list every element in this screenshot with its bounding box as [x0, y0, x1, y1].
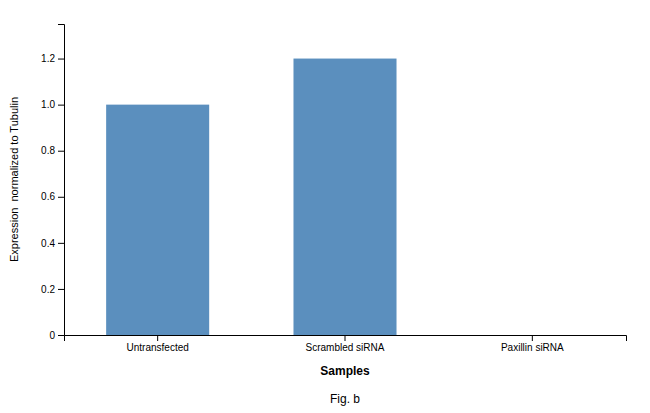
x-axis-line	[65, 336, 627, 342]
y-tick: 0.2	[41, 284, 64, 295]
y-tick: 0	[49, 330, 64, 341]
bar	[481, 335, 584, 336]
bar	[106, 105, 209, 335]
y-axis-line	[58, 25, 65, 336]
x-tick: Untransfected	[127, 335, 189, 353]
y-tick-mark	[58, 289, 64, 290]
y-tick-mark	[58, 243, 64, 244]
y-tick: 0.8	[41, 145, 64, 156]
y-tick-mark	[58, 197, 64, 198]
x-tick: Scrambled siRNA	[306, 335, 385, 353]
x-tick-label: Untransfected	[127, 342, 189, 353]
title: Fig. b	[330, 392, 360, 406]
y-tick-mark	[58, 59, 64, 60]
y-tick-mark	[58, 335, 64, 336]
y-axis-title: Expression normalized to Tubulin	[8, 97, 20, 262]
y-tick: 0.6	[41, 191, 64, 202]
x-tick: Paxillin siRNA	[501, 335, 564, 353]
bars	[106, 59, 396, 335]
y-tick-label: 0	[49, 330, 55, 341]
y-tick-label: 0.6	[41, 191, 55, 202]
y-tick-label: 1.0	[41, 99, 55, 110]
y-axis: 0 0.2 0.4 0.6 0.8 1.0 1.2	[41, 25, 64, 341]
x-tick-label: Paxillin siRNA	[501, 342, 564, 353]
y-tick: 1.2	[41, 53, 64, 64]
x-axis-title: Samples	[320, 364, 370, 378]
y-tick-label: 0.2	[41, 284, 55, 295]
x-tick-mark	[345, 335, 346, 341]
x-tick-label: Scrambled siRNA	[306, 342, 385, 353]
y-tick: 0.4	[41, 238, 64, 249]
x-tick-mark	[157, 335, 158, 341]
y-tick-label: 0.8	[41, 145, 55, 156]
x-axis: Untransfected Scrambled siRNA Paxillin siR…	[65, 335, 627, 353]
y-tick: 1.0	[41, 99, 64, 110]
bar	[293, 59, 396, 335]
x-tick-mark	[532, 335, 533, 341]
y-tick-mark	[58, 151, 64, 152]
chart: 0 0.2 0.4 0.6 0.8 1.0 1.2 Untransfected Scramble…	[0, 0, 650, 413]
y-tick-label: 1.2	[41, 53, 55, 64]
plot: 0 0.2 0.4 0.6 0.8 1.0 1.2 Untransfected Scramble…	[41, 25, 626, 354]
y-tick-mark	[58, 105, 64, 106]
y-tick-label: 0.4	[41, 238, 55, 249]
